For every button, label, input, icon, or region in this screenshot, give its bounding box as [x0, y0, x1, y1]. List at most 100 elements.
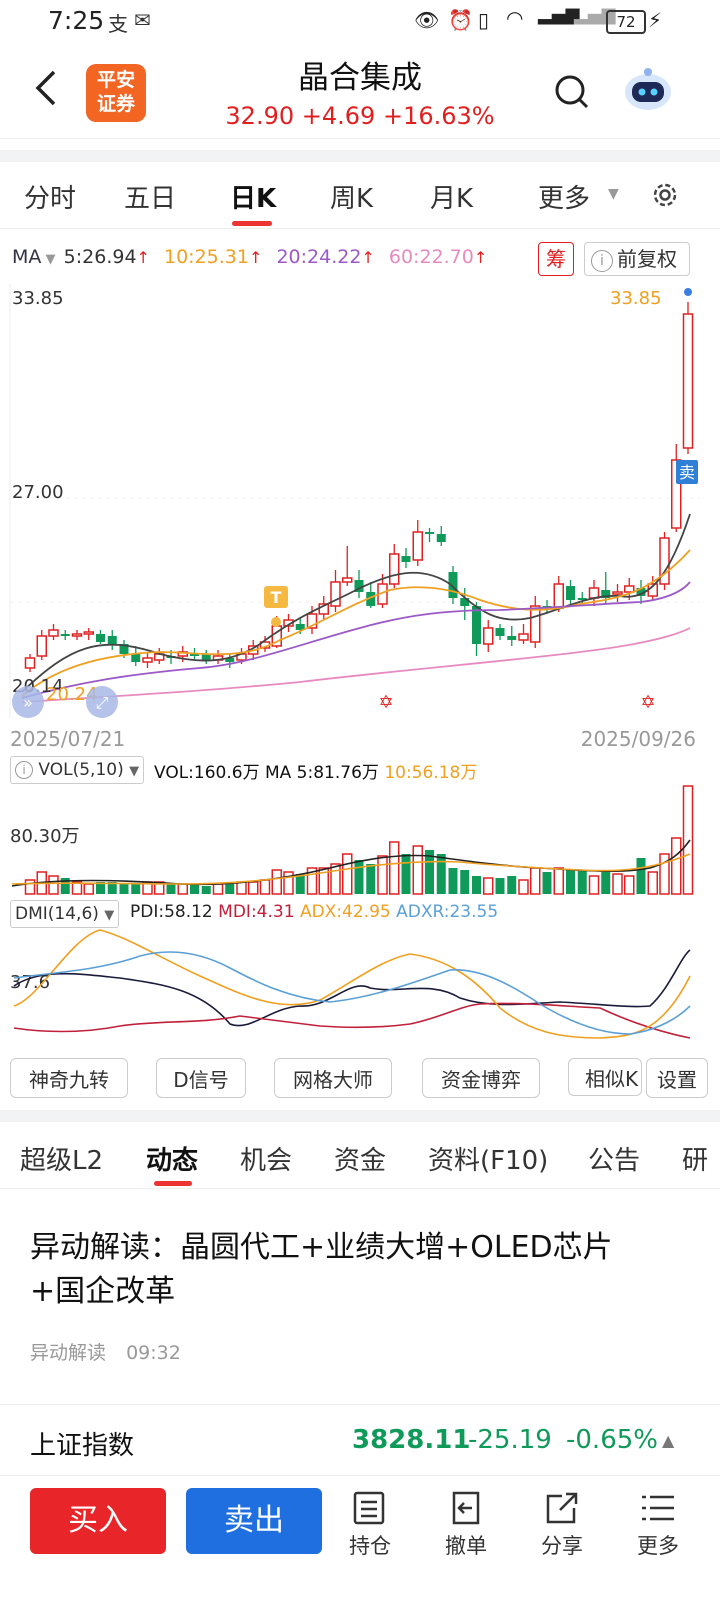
volume-bar [659, 853, 670, 895]
btn-shenqi-jiuzhuan[interactable]: 神奇九转 [10, 1058, 128, 1098]
tab-level2[interactable]: 超级L2 [20, 1146, 104, 1176]
volume-bar [601, 870, 611, 894]
signal-star-1: ✡ [378, 692, 393, 713]
volume-bar [612, 873, 623, 895]
candle [601, 590, 611, 598]
position-icon [353, 1491, 385, 1525]
fullscreen-icon[interactable] [86, 686, 118, 718]
tab-daily-k[interactable]: 日K [230, 184, 277, 214]
volume-bar [330, 863, 341, 895]
news-item[interactable]: 异动解读：晶圆代工+业绩大增+OLED芯片 +国企改革 [30, 1226, 700, 1314]
t-marker[interactable] [264, 586, 288, 608]
tab-announcement[interactable]: 公告 [588, 1146, 641, 1176]
expand-up-icon[interactable]: ▲ [662, 1431, 675, 1450]
ma60-up-arrow: ↑ [473, 248, 488, 267]
robot-assistant-icon[interactable] [622, 64, 674, 116]
tab-more[interactable]: 更多 [538, 184, 591, 214]
ma60-line [21, 627, 691, 703]
volume-bar [412, 845, 423, 895]
chip-distribution-button[interactable]: 筹 [538, 242, 574, 276]
volume-bar [342, 853, 353, 895]
t-marker-text: T [271, 588, 282, 607]
buy-button[interactable]: 买入 [30, 1488, 166, 1554]
candle [553, 583, 564, 609]
sell-marker-text: 卖 [679, 463, 695, 482]
volume-chart[interactable]: 80.30万 [0, 784, 720, 898]
volume-bar [177, 883, 188, 895]
settings-gear-icon[interactable] [650, 180, 680, 210]
volume-bar [647, 871, 658, 895]
position-tab[interactable]: 持仓 [342, 1490, 398, 1560]
volume-bar [566, 870, 575, 894]
search-icon[interactable] [554, 74, 590, 110]
candle [412, 531, 423, 561]
tab-fenshi[interactable]: 分时 [24, 184, 77, 214]
ma-dropdown-icon[interactable]: ▼ [41, 252, 60, 267]
stock-name: 晶合集成 [298, 60, 422, 96]
volume-bar [460, 870, 470, 894]
section-gap-2 [0, 1110, 720, 1122]
candle [588, 587, 600, 599]
back-icon[interactable] [28, 68, 68, 108]
stock-quote: 32.90 +4.69 +16.63% [0, 102, 720, 130]
cancel-order-tab[interactable]: 撤单 [438, 1490, 494, 1560]
volume-bar [212, 883, 224, 895]
ma5-value: 5:26.94 [63, 246, 137, 268]
index-value: 3828.11 [352, 1425, 471, 1455]
candle [612, 591, 623, 595]
tab-wuri[interactable]: 五日 [124, 184, 177, 214]
volume-bar [366, 864, 376, 894]
ma-label[interactable]: MA [12, 246, 42, 268]
tab-f10[interactable]: 资料(F10) [428, 1146, 549, 1176]
tab-dynamics[interactable]: 动态 [146, 1146, 199, 1176]
btn-grid-master[interactable]: 网格大师 [274, 1058, 392, 1098]
adjust-button[interactable]: i 前复权 [584, 242, 690, 276]
cancel-order-label: 撤单 [445, 1534, 487, 1558]
more-label: 更多 [637, 1534, 679, 1558]
tab-capital[interactable]: 资金 [334, 1146, 387, 1176]
volume-bar [401, 854, 411, 894]
candle [518, 633, 529, 641]
ma-legend: MA ▼ 5:26.94↑ 10:25.31↑ 20:24.22↑ 60:22.… [12, 246, 712, 268]
candle [342, 577, 353, 583]
volume-bar [306, 867, 318, 895]
btn-similar-k[interactable]: 相似K [568, 1058, 642, 1096]
btn-capital-game[interactable]: 资金博弈 [422, 1058, 540, 1098]
volume-bar [60, 878, 70, 894]
volume-bar [83, 883, 94, 895]
btn-indicator-settings[interactable]: 设置 [646, 1058, 708, 1098]
candle [201, 654, 211, 660]
volume-bar [283, 871, 294, 895]
sell-button[interactable]: 卖出 [186, 1488, 322, 1554]
adjust-label: 前复权 [617, 247, 677, 271]
index-bar[interactable]: 上证指数 3828.11 -25.19 -0.65% ▲ [0, 1404, 720, 1476]
adxr-line [13, 951, 691, 1035]
dmi-chart[interactable]: 37.6 [0, 928, 720, 1044]
more-tab[interactable]: 更多 [630, 1490, 686, 1560]
sell-marker[interactable] [676, 460, 698, 484]
tab-research[interactable]: 研 [682, 1146, 709, 1176]
tab-monthly-k[interactable]: 月K [430, 184, 474, 214]
scroll-left-icon[interactable] [12, 686, 44, 718]
candle [225, 658, 235, 662]
volume-bar [682, 785, 694, 895]
dmi-indicator-selector[interactable]: DMI(14,6) ▼ [10, 900, 120, 928]
volume-bar [236, 881, 247, 895]
vol-info-icon: i [15, 761, 33, 779]
vol-indicator-selector[interactable]: i VOL(5,10) ▼ [10, 756, 145, 784]
wechat-icon: ✉ [134, 8, 151, 32]
volume-bar [225, 884, 235, 894]
share-tab[interactable]: 分享 [534, 1490, 590, 1560]
dropdown-icon: ▼ [608, 186, 619, 202]
kline-chart[interactable]: 33.85 33.85 27.00 20.14 20.24 T 卖 ✡ ✡ » … [0, 284, 720, 754]
ma5-up-arrow: ↑ [136, 248, 150, 267]
volume-bar [542, 872, 552, 894]
tab-weekly-k[interactable]: 周K [330, 184, 374, 214]
btn-d-signal[interactable]: D信号 [156, 1058, 246, 1098]
vol-ma5: MA 5:81.76万 [264, 763, 379, 783]
candle [36, 635, 47, 657]
scroll-left-glyph: » [23, 693, 33, 712]
price-low-label-2: 20.24 [46, 684, 98, 705]
price-high-label: 33.85 [12, 288, 64, 309]
tab-opportunity[interactable]: 机会 [240, 1146, 293, 1176]
